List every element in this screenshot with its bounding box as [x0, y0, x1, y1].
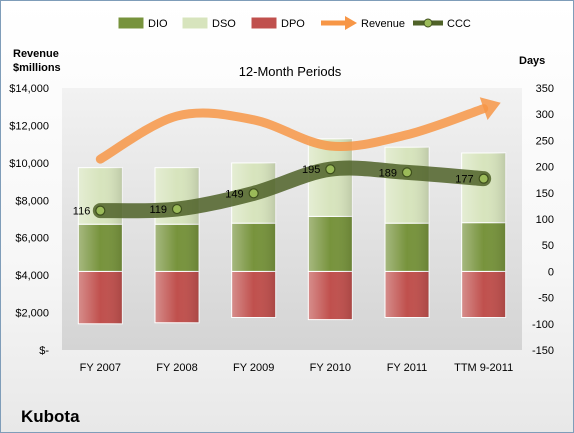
ccc-data-label: 195: [302, 164, 320, 176]
left-tick-label: $10,000: [9, 158, 49, 170]
chart-title: 12-Month Periods: [239, 64, 342, 79]
ccc-layer: 116 119 149 195 189 177: [73, 160, 492, 219]
right-tick-label: 250: [536, 135, 554, 147]
left-tick-label: $14,000: [9, 83, 49, 95]
ccc-marker: [401, 167, 413, 178]
right-tick-label: -50: [538, 293, 554, 305]
category-label: FY 2008: [156, 362, 197, 374]
right-axis-ticks: -150 -100 -50 0 50 100 150 200 250 300 350: [532, 83, 554, 357]
category-label: TTM 9-2011: [454, 362, 513, 374]
legend-swatch-dpo: [250, 16, 278, 30]
category-label: FY 2011: [387, 362, 428, 374]
right-tick-label: 350: [536, 83, 554, 95]
revenue-arrowhead: [479, 97, 501, 120]
plot-area: [62, 88, 522, 350]
right-axis-title: Days: [519, 55, 545, 67]
legend-swatch-ccc-marker: [423, 18, 433, 28]
ccc-data-label: 116: [73, 206, 91, 218]
right-tick-label: -150: [532, 345, 554, 357]
category-label: FY 2009: [233, 362, 274, 374]
ccc-data-label: 189: [379, 167, 397, 179]
ccc-data-label: 177: [455, 174, 473, 186]
legend-label-dso: DSO: [212, 18, 236, 30]
bar-sheen: [155, 167, 199, 323]
category-label: FY 2007: [80, 362, 121, 374]
legend-swatch-dio: [117, 16, 145, 30]
right-tick-label: 150: [536, 188, 554, 200]
legend-label-revenue: Revenue: [361, 18, 405, 30]
category-label: FY 2010: [310, 362, 351, 374]
left-axis-title-line1: Revenue: [13, 48, 59, 60]
left-tick-label: $-: [39, 345, 49, 357]
right-tick-label: -100: [532, 319, 554, 331]
left-axis-ticks: $- $2,000 $4,000 $6,000 $8,000 $10,000 $12,000…: [9, 83, 49, 357]
legend: DIO DSO DPO Revenue CCC: [117, 16, 471, 30]
ccc-marker: [95, 205, 106, 216]
category-labels: FY 2007 FY 2008 FY 2009 FY 2010 FY 2011 TTM 9…: [80, 362, 514, 374]
left-axis-title-line2: $millions: [13, 62, 61, 74]
revenue-layer: [95, 97, 501, 164]
ccc-data-label: 149: [225, 188, 243, 200]
ccc-marker: [248, 188, 259, 199]
ccc-marker: [325, 164, 336, 175]
left-tick-label: $8,000: [15, 195, 49, 207]
right-tick-label: 100: [536, 214, 554, 226]
bar-sheen: [78, 167, 123, 324]
right-tick-label: 50: [542, 240, 554, 252]
legend-swatch-revenue-head: [345, 16, 357, 30]
legend-swatch-dso: [181, 16, 209, 30]
revenue-line: [95, 104, 489, 164]
right-tick-label: 200: [536, 162, 554, 174]
ccc-marker: [171, 203, 183, 215]
right-tick-label: 0: [548, 266, 554, 278]
legend-label-ccc: CCC: [447, 18, 471, 30]
ccc-data-label: 119: [149, 204, 167, 216]
company-name: Kubota: [21, 407, 80, 426]
left-tick-label: $4,000: [15, 270, 49, 282]
ccc-marker: [478, 173, 489, 184]
ccc-line: [92, 160, 492, 219]
left-tick-label: $6,000: [15, 233, 49, 245]
legend-label-dpo: DPO: [281, 18, 305, 30]
left-tick-label: $12,000: [9, 120, 49, 132]
legend-label-dio: DIO: [148, 18, 168, 30]
right-tick-label: 300: [536, 109, 554, 121]
left-tick-label: $2,000: [15, 308, 49, 320]
